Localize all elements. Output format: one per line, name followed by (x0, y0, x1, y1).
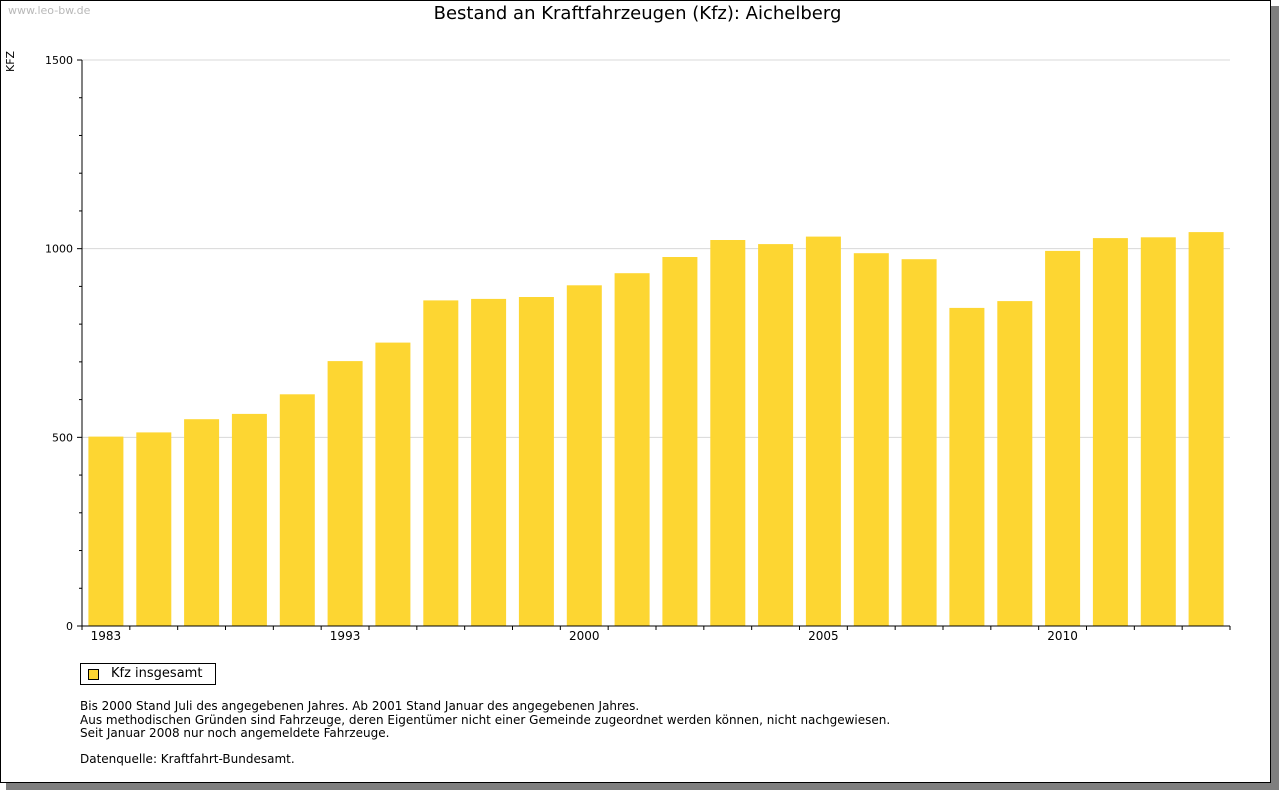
bar (901, 259, 937, 626)
bar (1092, 238, 1128, 626)
bar (566, 285, 602, 626)
y-tick-label: 1500 (45, 54, 73, 67)
legend-label: Kfz insgesamt (111, 666, 203, 681)
footnote-line: Bis 2000 Stand Juli des angegebenen Jahr… (80, 699, 640, 713)
bar (471, 298, 507, 626)
bar (1045, 250, 1081, 626)
bar (518, 297, 554, 626)
x-tick-label: 2010 (1047, 629, 1078, 643)
bar (614, 273, 650, 626)
frame-shadow-right (1271, 6, 1279, 789)
x-tick-label: 2000 (569, 629, 600, 643)
bar (136, 432, 172, 626)
bar (805, 236, 841, 626)
bar (1188, 232, 1224, 626)
bar (710, 240, 746, 626)
y-tick-label: 0 (66, 620, 73, 633)
bar (88, 436, 124, 626)
y-tick-label: 1000 (45, 243, 73, 256)
bar (423, 300, 459, 626)
bar (997, 301, 1033, 626)
x-tick-label: 2005 (808, 629, 839, 643)
data-source: Datenquelle: Kraftfahrt-Bundesamt. (80, 752, 295, 766)
bar (375, 342, 411, 626)
legend: Kfz insgesamt (80, 663, 216, 685)
bar (758, 244, 794, 626)
y-tick-label: 500 (52, 431, 73, 444)
footnote-line: Aus methodischen Gründen sind Fahrzeuge,… (80, 712, 891, 727)
watermark: www.leo-bw.de (8, 4, 91, 17)
footnotes: Bis 2000 Stand Juli des angegebenen Jahr… (80, 699, 891, 741)
bar (279, 394, 315, 626)
bar (184, 419, 220, 626)
chart-title: Bestand an Kraftfahrzeugen (Kfz): Aichel… (433, 3, 842, 24)
bar (327, 361, 363, 626)
legend-swatch (88, 669, 99, 680)
footnote-line: Seit Januar 2008 nur noch angemeldete Fa… (80, 726, 390, 740)
bar (853, 253, 889, 626)
x-tick-label: 1983 (91, 629, 122, 643)
bar (949, 307, 985, 626)
bar (231, 413, 267, 626)
bar (1140, 237, 1176, 627)
bar (662, 257, 698, 626)
frame-shadow-bottom (6, 783, 1279, 790)
x-tick-label: 1993 (330, 629, 361, 643)
